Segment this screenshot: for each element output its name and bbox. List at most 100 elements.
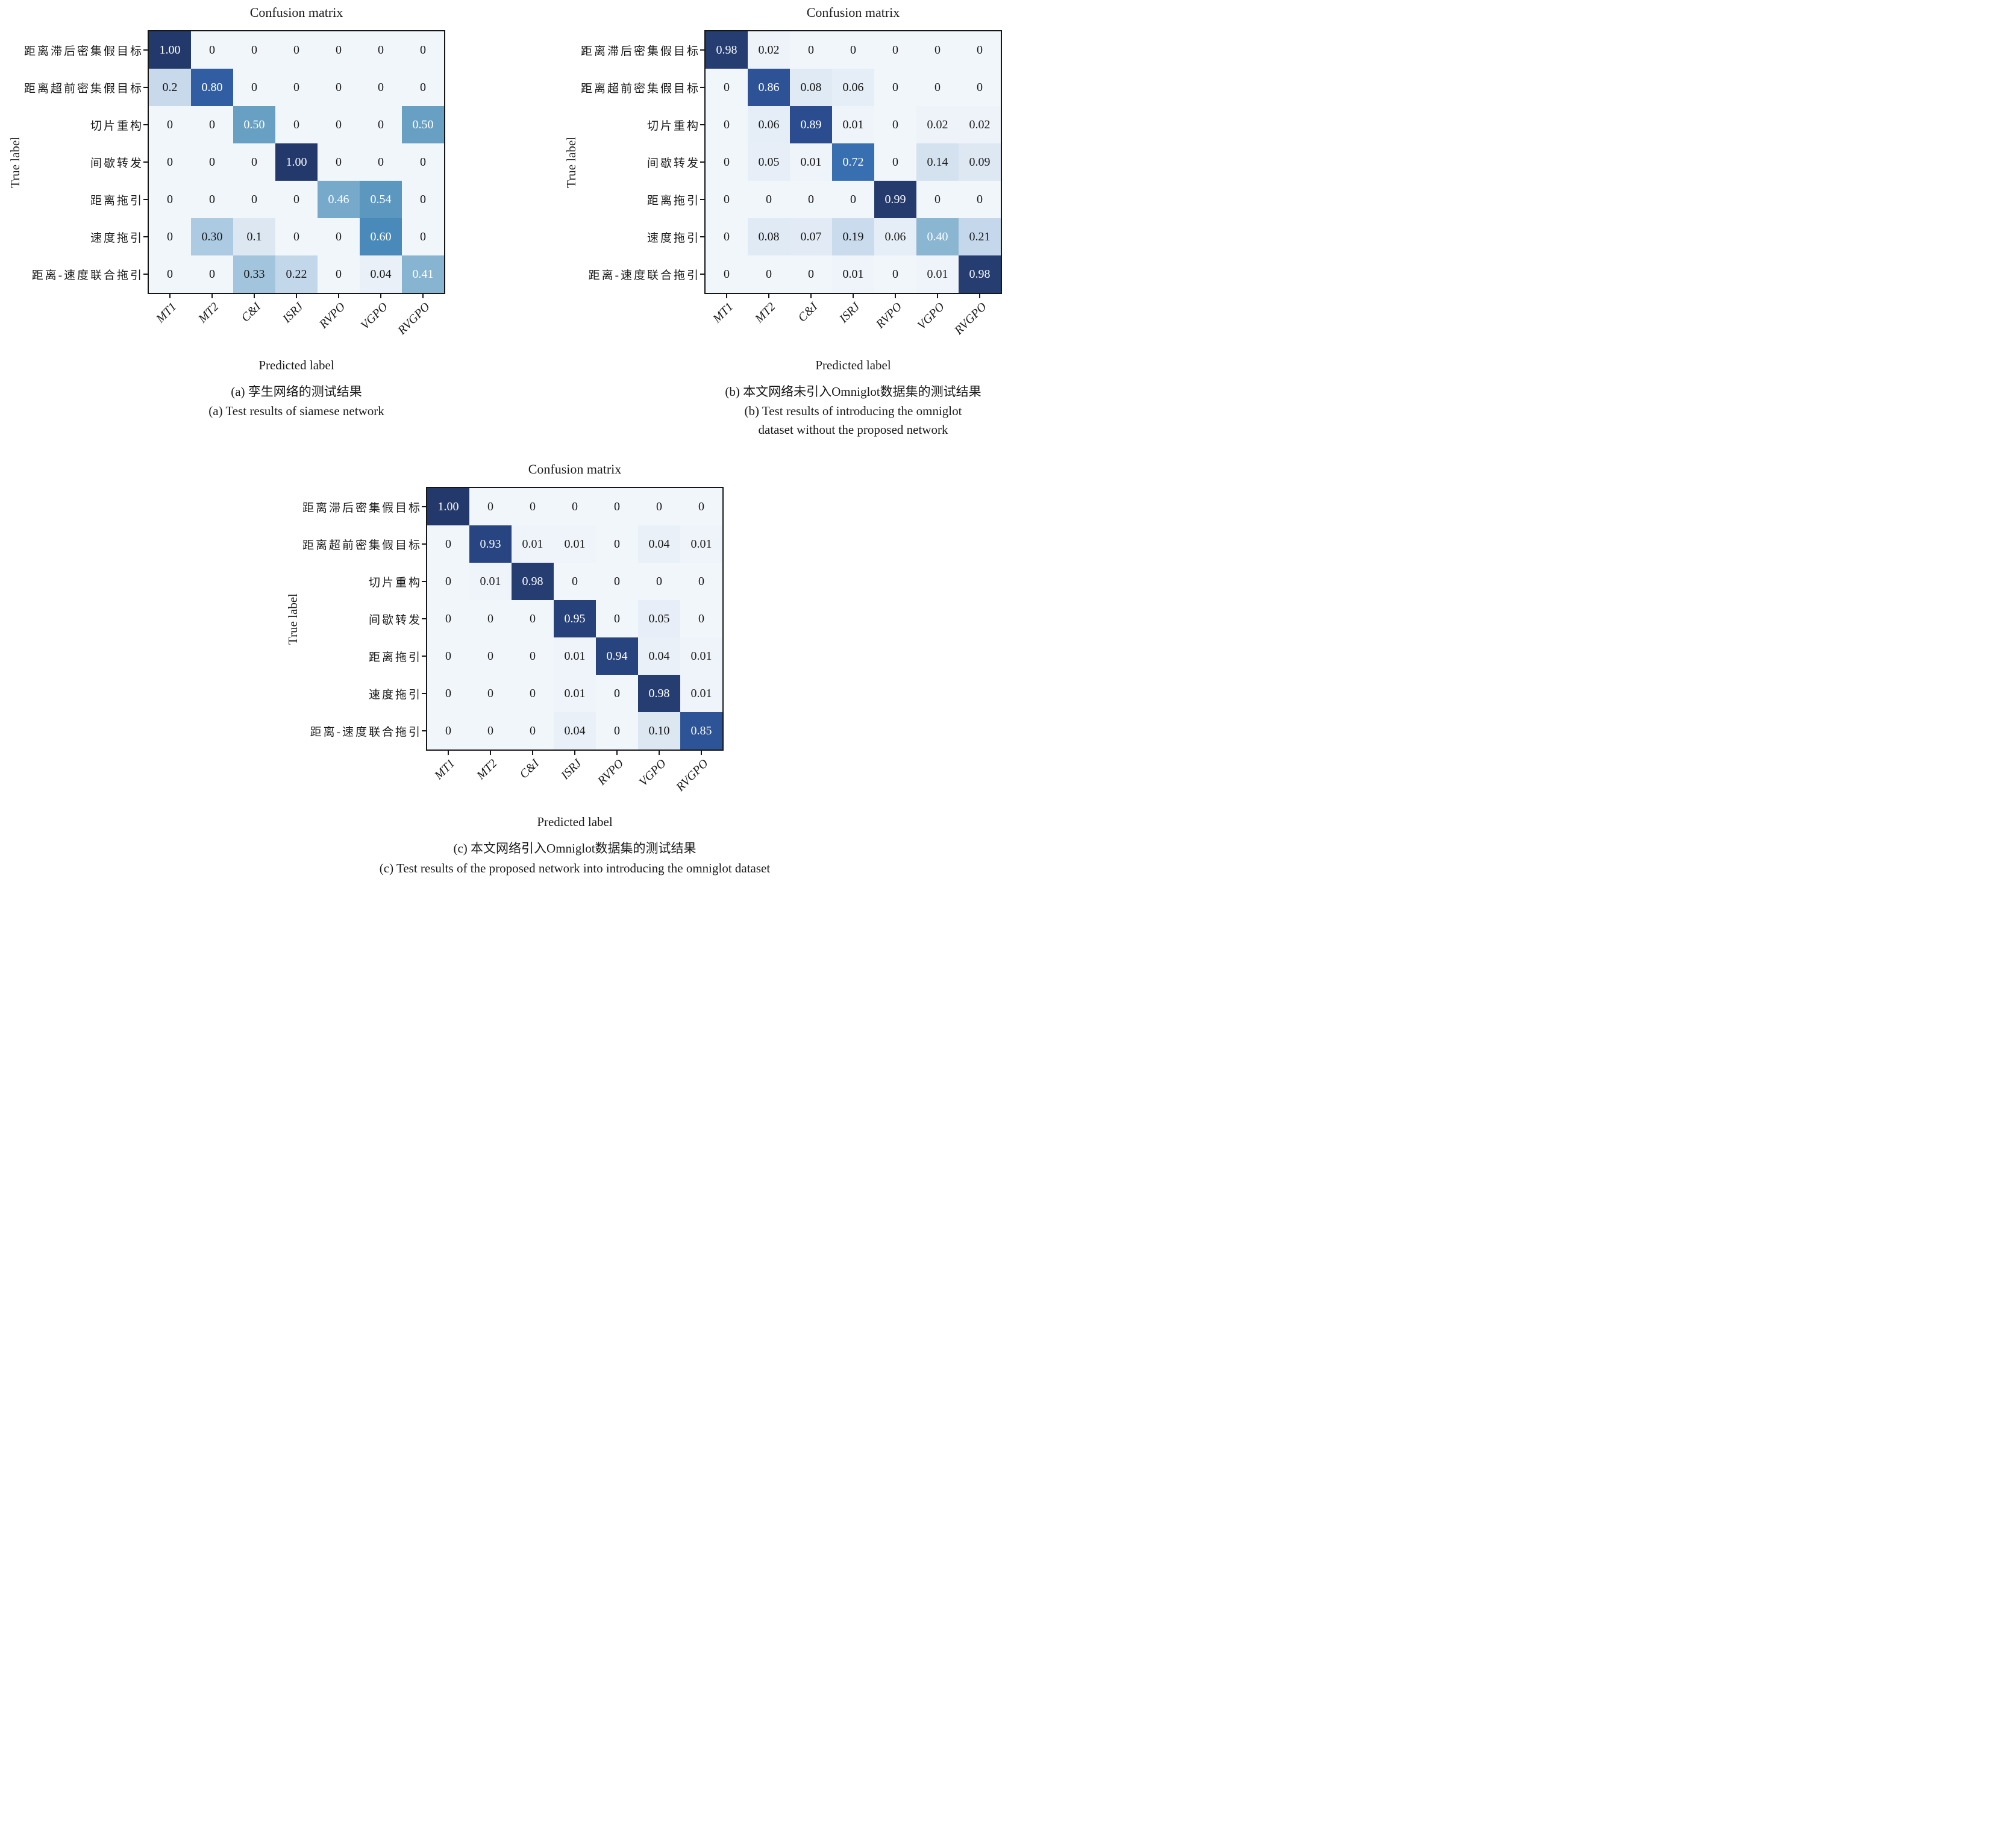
y-axis-tick: [700, 274, 704, 275]
heatmap-cell: 0: [360, 69, 402, 106]
heatmap-cell: 0.21: [959, 218, 1001, 255]
y-tick-label: 速度拖引: [368, 688, 422, 701]
heatmap-cell: 0: [680, 488, 722, 526]
heatmap-cell: 0.02: [748, 31, 790, 69]
heatmap-cell: 0: [275, 218, 318, 255]
y-tick-label: 速度拖引: [646, 231, 700, 245]
heatmap-cell: 0: [790, 255, 832, 293]
heatmap-cell: 0.10: [638, 712, 680, 750]
y-axis-label-wrap: True label: [284, 487, 302, 751]
heatmap-cell: 0.01: [554, 637, 596, 675]
heatmap-cell: 0: [191, 143, 234, 181]
heatmap-cell: 0: [233, 31, 276, 69]
heatmap-cell: 0.06: [748, 106, 790, 143]
heatmap-cell: 0.04: [638, 637, 680, 675]
heatmap-cell: 0: [318, 255, 360, 293]
y-axis-tick: [143, 236, 148, 237]
heatmap-cell: 0.80: [191, 69, 234, 106]
heatmap-cell: 0.05: [638, 600, 680, 638]
x-axis-tick: [211, 294, 213, 298]
heatmap-cell: 0: [554, 563, 596, 601]
x-tick-label: RVGPO: [673, 757, 711, 794]
heatmap-cell: 0: [512, 488, 554, 526]
confusion-matrix-panel-b: True label 距离滞后密集假目标 距离超前密集假目标 切片重构 间歇转发 距离拖…: [563, 5, 1002, 439]
x-axis-label: Predicted label: [537, 815, 613, 830]
caption-b: (b) 本文网络未引入Omniglot数据集的测试结果 (b) Test res…: [704, 383, 1002, 439]
x-axis-tick: [810, 294, 812, 298]
heatmap-area: 0.98 0.02 0 0 0 0 0 0 0.86 0.08 0.06 0 0 0 0 0.06 0.89 0.…: [700, 30, 1002, 298]
x-axis-tick: [659, 751, 660, 756]
heatmap-cell: 0: [832, 181, 874, 218]
heatmap-cell: 0: [706, 143, 748, 181]
x-tick-label: ISRJ: [280, 300, 306, 326]
y-tick-label: 间歇转发: [646, 157, 700, 170]
x-axis-tick: [338, 294, 340, 298]
x-axis-tick: [380, 294, 382, 298]
y-tick-label: 距离-速度联合拖引: [310, 725, 422, 739]
plot-body-c: True label 距离滞后密集假目标 距离超前密集假目标 切片重构 间歇转发 距离拖…: [284, 462, 770, 877]
heatmap-cell: 0.01: [554, 525, 596, 563]
heatmap-cell: 0.33: [233, 255, 276, 293]
bottom-panel-row: True label 距离滞后密集假目标 距离超前密集假目标 切片重构 间歇转发 距离拖…: [6, 462, 1002, 877]
heatmap-cell: 0.01: [832, 106, 874, 143]
caption-zh: (a) 孪生网络的测试结果: [231, 384, 362, 399]
heatmap-cell: 0.85: [680, 712, 722, 750]
heatmap-cell: 0: [469, 712, 512, 750]
heatmap-cell: 0: [402, 181, 445, 218]
y-tick-label: 间歇转发: [90, 157, 144, 170]
heatmap-cell: 0.06: [832, 69, 874, 106]
caption-a: (a) 孪生网络的测试结果 (a) Test results of siames…: [148, 383, 445, 421]
x-tick-label: C&I: [239, 300, 264, 325]
heatmap-cell: 0: [469, 488, 512, 526]
x-axis-tick: [701, 751, 702, 756]
x-axis-label: Predicted label: [258, 358, 334, 372]
y-tick-label: 速度拖引: [90, 231, 144, 245]
heatmap-cell: 0: [149, 181, 192, 218]
plot-body-b: True label 距离滞后密集假目标 距离超前密集假目标 切片重构 间歇转发 距离拖…: [563, 5, 1002, 439]
heatmap-cell: 0: [191, 255, 234, 293]
x-axis-tick: [490, 751, 491, 756]
x-tick-label: RVGPO: [951, 300, 989, 337]
confusion-matrix-panel-a: True label 距离滞后密集假目标 距离超前密集假目标 切片重构 间歇转发 距离拖…: [6, 5, 446, 421]
x-tick-label: MT1: [710, 300, 736, 326]
y-axis-label-wrap: True label: [563, 30, 581, 294]
y-axis-tick: [422, 543, 426, 545]
heatmap-cell: 0: [790, 181, 832, 218]
heatmap-cell: 0: [916, 69, 959, 106]
heatmap-grid: 1.00 0 0 0 0 0 0 0.2 0.80 0 0 0 0 0 0 0 0.50 0 0 0 0.50 0 0 0 1.…: [148, 30, 446, 294]
heatmap-cell: 0: [233, 143, 276, 181]
heatmap-cell: 0.01: [680, 525, 722, 563]
caption-zh: (b) 本文网络未引入Omniglot数据集的测试结果: [725, 384, 981, 399]
y-tick-label: 距离滞后密集假目标: [302, 501, 422, 515]
heatmap-cell: 0.50: [402, 106, 445, 143]
heatmap-cell: 0: [469, 675, 512, 713]
heatmap-cell: 0: [233, 69, 276, 106]
x-axis-label: Predicted label: [815, 358, 891, 372]
chart-title: Confusion matrix: [249, 5, 343, 20]
heatmap-cell: 0: [596, 600, 638, 638]
heatmap-cell: 0.04: [554, 712, 596, 750]
chart-title: Confusion matrix: [806, 5, 900, 20]
heatmap-cell: 0: [706, 255, 748, 293]
grid-zone-c: Confusion matrix 1.00 0 0 0 0 0 0 0 0.93 0.01 0.01…: [380, 462, 770, 877]
heatmap-cell: 0: [706, 181, 748, 218]
x-axis-tick: [979, 294, 980, 298]
heatmap-cell: 0.04: [360, 255, 402, 293]
y-axis-tick: [143, 274, 148, 275]
heatmap-cell: 0: [149, 255, 192, 293]
heatmap-cell: 0.07: [790, 218, 832, 255]
heatmap-cell: 0: [427, 525, 469, 563]
x-tick-labels: MT1 MT2 C&I ISRJ RVPO VGPO RVGPO: [148, 299, 445, 357]
heatmap-cell: 0.01: [680, 675, 722, 713]
y-axis-tick: [143, 124, 148, 125]
heatmap-cell: 0: [318, 69, 360, 106]
heatmap-cell: 0.22: [275, 255, 318, 293]
heatmap-cell: 0: [596, 488, 638, 526]
heatmap-cell: 1.00: [149, 31, 192, 69]
heatmap-cell: 0: [706, 69, 748, 106]
heatmap-cell: 0.01: [916, 255, 959, 293]
heatmap-cell: 0.98: [512, 563, 554, 601]
x-tick-label: ISRJ: [559, 757, 584, 783]
y-axis-label-wrap: True label: [6, 30, 24, 294]
y-tick-label: 距离超前密集假目标: [302, 539, 422, 552]
